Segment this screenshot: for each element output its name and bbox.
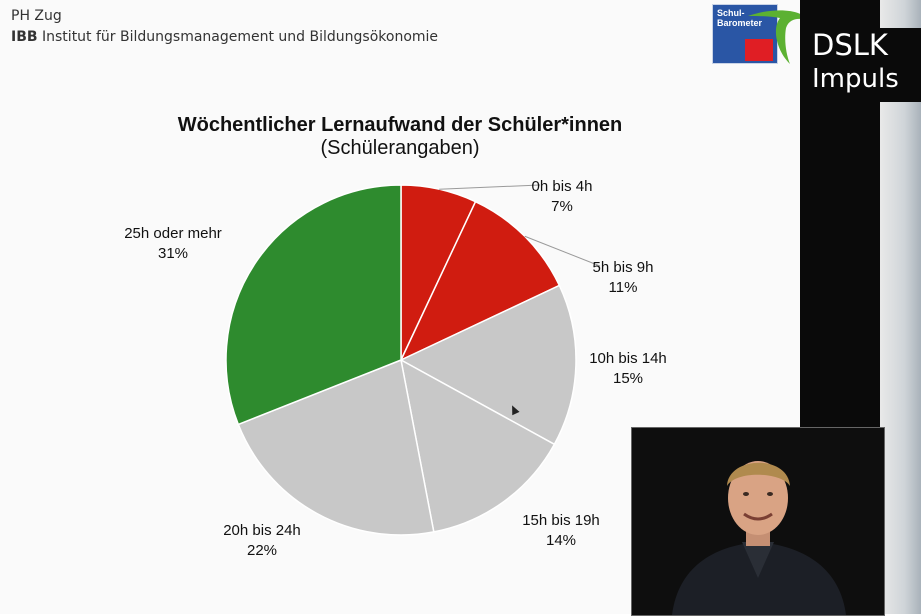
dslk-brand: DSLK Impuls	[812, 28, 921, 102]
presenter-silhouette	[632, 428, 884, 615]
logo-swoosh-icon	[748, 10, 808, 64]
header-line2: IBB Institut für Bildungsmanagement und …	[11, 27, 438, 48]
logo-red-square	[745, 39, 773, 61]
pie-leader-line-2	[524, 235, 601, 267]
brand-line1: DSLK	[812, 28, 888, 62]
header-line1: PH Zug	[11, 8, 62, 24]
pie-slice-4	[399, 358, 556, 533]
logo-text: Schul- Barometer	[717, 8, 762, 28]
slide: PH Zug IBB Institut für Bildungsmanageme…	[11, 4, 808, 559]
pie-value-label-4: 14%	[546, 532, 576, 549]
pie-slice-6	[225, 184, 402, 426]
right-gradient-strip	[880, 0, 921, 614]
pie-slice-3	[399, 284, 577, 446]
pie-value-label-1: 7%	[551, 198, 573, 215]
pie-label-4: 15h bis 19h	[522, 512, 600, 529]
logo-text-line2: Barometer	[717, 18, 763, 28]
pie-label-6: 25h oder mehr	[124, 225, 222, 242]
pie-value-label-5: 22%	[247, 542, 277, 559]
pie-slices	[225, 184, 577, 536]
header-abbreviation: IBB	[11, 29, 38, 45]
pie-label-3: 10h bis 14h	[589, 350, 667, 367]
slide-header: PH Zug IBB Institut für Bildungsmanageme…	[11, 6, 438, 48]
pie-slice-5	[237, 358, 435, 536]
pie-slice-2	[399, 200, 561, 362]
pie-chart: 0h bis 4h 7% 5h bis 9h 11% 10h bis 14h 15% 15h…	[124, 178, 667, 559]
pie-label-5: 20h bis 24h	[223, 522, 301, 539]
chart-title: Wöchentlicher Lernaufwand der Schüler*in…	[177, 114, 623, 136]
presenter-video	[631, 427, 885, 616]
pie-label-1: 0h bis 4h	[532, 178, 593, 195]
chart-subtitle: (Schülerangaben)	[320, 137, 480, 159]
pie-labels: 0h bis 4h 7% 5h bis 9h 11% 10h bis 14h 15% 15h…	[124, 178, 667, 559]
pie-leader-lines	[439, 184, 601, 267]
header-institute-name: Institut für Bildungsmanagement und Bild…	[42, 29, 439, 45]
brand-line2: Impuls	[812, 64, 899, 94]
pie-label-2: 5h bis 9h	[593, 259, 654, 276]
pie-leader-line-1	[439, 184, 541, 190]
pie-value-label-2: 11%	[609, 279, 638, 296]
pie-value-label-6: 31%	[158, 245, 188, 262]
schulbarometer-logo: Schul- Barometer	[712, 4, 808, 64]
pie-value-label-3: 15%	[613, 370, 643, 387]
logo-text-line1: Schul-	[717, 8, 745, 18]
